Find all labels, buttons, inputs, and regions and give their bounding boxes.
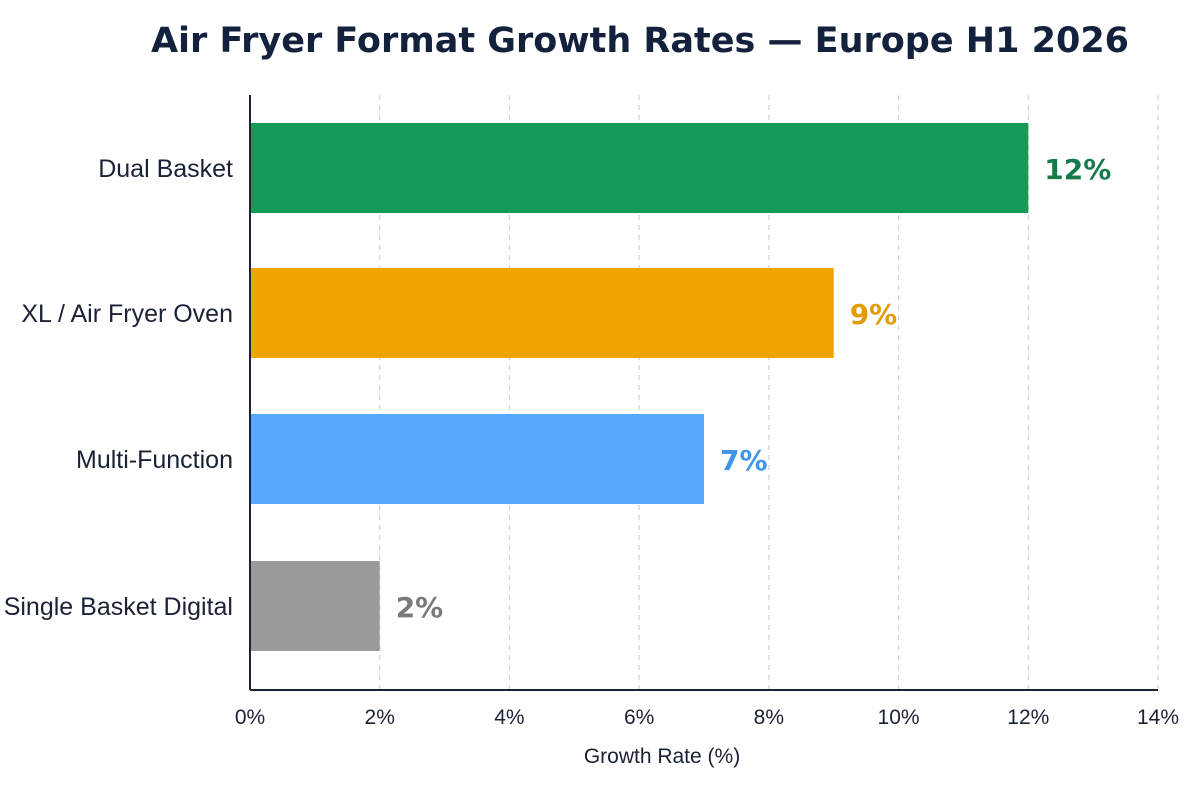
bar: [251, 123, 1029, 213]
x-tick-labels: 0% 2% 4% 6% 8% 10% 12% 14%: [235, 706, 1179, 729]
x-tick-label: 6%: [624, 706, 654, 729]
bar: [251, 414, 704, 504]
bar: [251, 561, 380, 651]
bar: [251, 268, 834, 358]
value-label: 9%: [850, 298, 898, 331]
value-label: 12%: [1044, 153, 1111, 186]
category-label: Single Basket Digital: [4, 593, 233, 621]
x-tick-label: 14%: [1137, 706, 1179, 729]
x-tick-label: 4%: [494, 706, 524, 729]
x-axis-title: Growth Rate (%): [584, 745, 740, 768]
x-tick-label: 10%: [878, 706, 920, 729]
value-label: 2%: [396, 591, 444, 624]
value-labels: 12% 9% 7% 2%: [396, 153, 1112, 624]
x-tick-label: 8%: [754, 706, 784, 729]
x-tick-label: 12%: [1007, 706, 1049, 729]
category-label: Multi-Function: [76, 446, 233, 474]
category-label: XL / Air Fryer Oven: [21, 300, 233, 328]
x-tick-label: 2%: [365, 706, 395, 729]
category-labels: Dual Basket XL / Air Fryer Oven Multi-Func…: [4, 155, 233, 621]
x-tick-label: 0%: [235, 706, 265, 729]
category-label: Dual Basket: [98, 155, 233, 183]
chart-title: Air Fryer Format Growth Rates — Europe H…: [151, 21, 1129, 61]
bars: [251, 123, 1029, 651]
value-label: 7%: [720, 444, 768, 477]
